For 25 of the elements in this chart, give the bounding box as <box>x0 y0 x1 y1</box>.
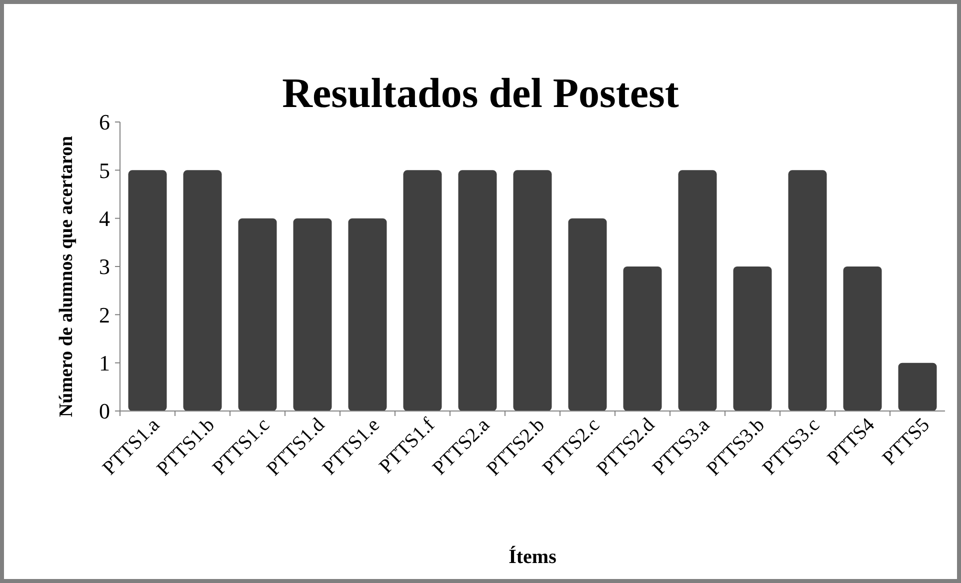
bar <box>623 266 662 411</box>
bar <box>128 170 167 411</box>
bar <box>788 170 827 411</box>
bar <box>568 218 607 411</box>
bar <box>733 266 772 411</box>
bar <box>183 170 222 411</box>
bar <box>293 218 332 411</box>
y-tick-label: 1 <box>99 350 110 376</box>
y-tick-label: 2 <box>99 302 110 328</box>
chart-title: Resultados del Postest <box>282 71 679 117</box>
bar <box>348 218 387 411</box>
bar <box>898 362 937 411</box>
bar <box>458 170 497 411</box>
x-axis-title: Ítems <box>508 545 557 568</box>
y-tick-label: 0 <box>99 398 110 424</box>
bar <box>513 170 552 411</box>
y-tick-label: 5 <box>99 158 110 183</box>
bar <box>403 170 442 411</box>
bar <box>678 170 717 411</box>
y-axis-title: Número de alumnos que acertaron <box>56 136 77 418</box>
bar <box>238 218 277 411</box>
y-tick-label: 3 <box>99 254 110 280</box>
bar <box>843 266 882 411</box>
y-tick-label: 4 <box>99 206 110 232</box>
y-tick-label: 6 <box>99 110 110 135</box>
